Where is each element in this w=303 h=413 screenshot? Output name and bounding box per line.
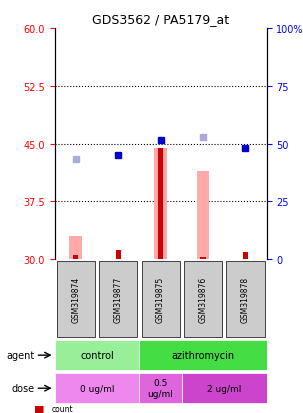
Text: GSM319876: GSM319876 bbox=[198, 276, 208, 322]
Title: GDS3562 / PA5179_at: GDS3562 / PA5179_at bbox=[92, 13, 229, 26]
Bar bbox=[200, 257, 206, 260]
Text: control: control bbox=[80, 350, 114, 360]
Text: azithromycin: azithromycin bbox=[171, 350, 235, 360]
Text: 2 ug/ml: 2 ug/ml bbox=[207, 384, 241, 393]
FancyBboxPatch shape bbox=[55, 340, 139, 370]
FancyBboxPatch shape bbox=[184, 261, 222, 337]
Text: agent: agent bbox=[6, 350, 34, 360]
FancyBboxPatch shape bbox=[139, 373, 182, 403]
FancyBboxPatch shape bbox=[182, 373, 267, 403]
FancyBboxPatch shape bbox=[139, 340, 267, 370]
FancyBboxPatch shape bbox=[57, 261, 95, 337]
Text: ■: ■ bbox=[34, 404, 45, 413]
Bar bbox=[197, 171, 209, 260]
FancyBboxPatch shape bbox=[99, 261, 137, 337]
FancyBboxPatch shape bbox=[226, 261, 265, 337]
Bar bbox=[73, 256, 78, 260]
Text: count: count bbox=[52, 404, 73, 413]
Text: GSM319877: GSM319877 bbox=[114, 276, 123, 322]
FancyBboxPatch shape bbox=[55, 373, 139, 403]
Text: 0.5
ug/ml: 0.5 ug/ml bbox=[148, 379, 174, 398]
Bar bbox=[115, 250, 121, 260]
Bar bbox=[243, 252, 248, 260]
Text: GSM319878: GSM319878 bbox=[241, 276, 250, 322]
Text: dose: dose bbox=[11, 383, 34, 393]
Text: GSM319874: GSM319874 bbox=[71, 276, 80, 322]
Bar bbox=[158, 148, 163, 260]
FancyBboxPatch shape bbox=[142, 261, 180, 337]
Bar bbox=[69, 237, 82, 260]
Bar bbox=[154, 148, 167, 260]
Text: GSM319875: GSM319875 bbox=[156, 276, 165, 322]
Text: 0 ug/ml: 0 ug/ml bbox=[80, 384, 114, 393]
